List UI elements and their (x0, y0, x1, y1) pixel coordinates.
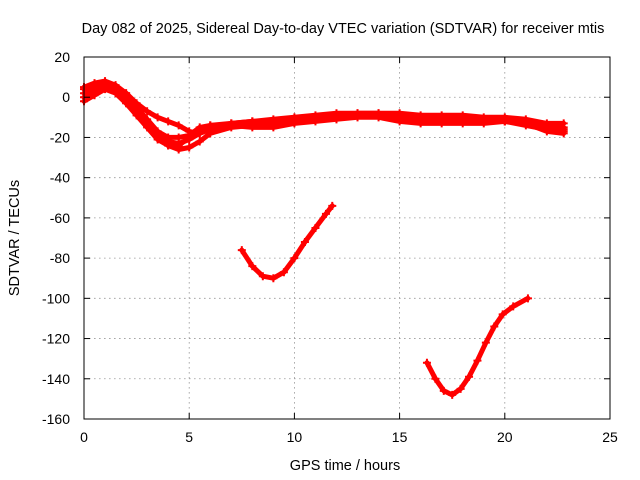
x-tick-label: 15 (392, 429, 408, 445)
y-tick-label: -160 (42, 411, 70, 427)
series-layer (80, 77, 568, 399)
data-point (374, 111, 383, 120)
data-point (269, 117, 278, 126)
data-point (164, 133, 173, 142)
data-point (498, 310, 507, 319)
data-point (132, 99, 141, 108)
data-point (111, 83, 120, 92)
data-point (174, 121, 183, 130)
series-line-track-7 (424, 295, 531, 398)
data-point (174, 133, 183, 142)
data-point (479, 115, 488, 124)
y-tick-label: -140 (42, 371, 70, 387)
data-point (490, 322, 499, 331)
data-point (269, 274, 278, 283)
series-line-track-6 (239, 203, 335, 281)
plot-frame (83, 56, 611, 420)
y-tick-label: 20 (54, 49, 70, 65)
data-point (321, 209, 330, 218)
data-point (174, 141, 183, 150)
data-point (195, 137, 204, 146)
data-point (227, 119, 236, 128)
data-point (195, 129, 204, 138)
data-point (153, 113, 162, 122)
data-point (153, 127, 162, 136)
data-point (311, 115, 320, 124)
data-point (101, 79, 110, 88)
data-point (559, 125, 568, 134)
data-point (458, 115, 467, 124)
y-tick-label: -120 (42, 331, 70, 347)
data-point (153, 135, 162, 144)
data-point (290, 115, 299, 124)
data-point (353, 111, 362, 120)
data-point (290, 254, 299, 263)
x-tick-label: 10 (287, 429, 303, 445)
data-point (542, 125, 551, 134)
data-point (237, 246, 246, 255)
data-point (248, 117, 257, 126)
y-tick-label: -40 (50, 170, 70, 186)
data-point (332, 113, 341, 122)
data-point (132, 111, 141, 120)
data-point (122, 89, 131, 98)
data-point (279, 268, 288, 277)
data-point (448, 390, 457, 399)
data-point (300, 238, 309, 247)
data-point (465, 372, 474, 381)
data-point (258, 272, 267, 281)
data-point (143, 123, 152, 132)
x-axis-label: GPS time / hours (290, 458, 400, 474)
data-point (509, 302, 518, 311)
y-tick-label: -100 (42, 290, 70, 306)
data-point (416, 113, 425, 122)
x-tick-label: 25 (602, 429, 618, 445)
data-point (311, 223, 320, 232)
data-point (521, 121, 530, 130)
data-point (328, 201, 337, 210)
data-point (422, 358, 431, 367)
data-point (500, 117, 509, 126)
y-tick-label: -20 (50, 129, 70, 145)
y-tick-label: -60 (50, 210, 70, 226)
y-axis-label: SDTVAR / TECUs (7, 180, 23, 296)
data-point (185, 143, 194, 152)
x-tick-label: 5 (185, 429, 193, 445)
data-point (437, 113, 446, 122)
data-point (431, 374, 440, 383)
y-tick-label: -80 (50, 250, 70, 266)
data-point (206, 123, 215, 132)
x-tick-label: 20 (497, 429, 513, 445)
axis-ticks: 0 5 10 15 20 25 20 0 -20 -40 -60 -80 -100 -120 -140 -16… (42, 49, 618, 445)
data-point (481, 338, 490, 347)
data-point (164, 117, 173, 126)
data-point (185, 127, 194, 136)
data-point (439, 386, 448, 395)
data-point (456, 384, 465, 393)
data-point (248, 262, 257, 271)
data-point (90, 81, 99, 90)
data-point (164, 141, 173, 150)
x-tick-label: 0 (80, 429, 88, 445)
data-point (473, 356, 482, 365)
data-point (143, 115, 152, 124)
chart-title: Day 082 of 2025, Sidereal Day-to-day VTE… (82, 21, 605, 37)
data-point (395, 111, 404, 120)
data-point (143, 107, 152, 116)
y-tick-label: 0 (62, 89, 70, 105)
data-point (523, 294, 532, 303)
